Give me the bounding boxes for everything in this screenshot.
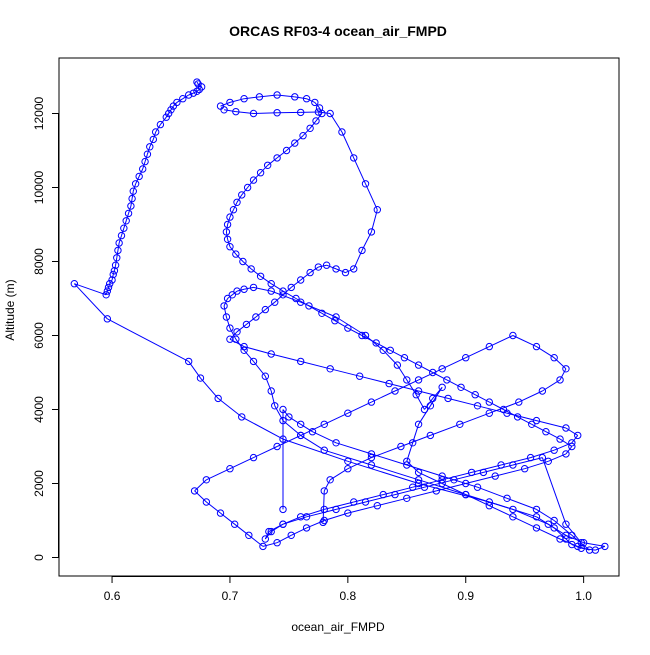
x-tick-label: 0.6 bbox=[104, 589, 121, 603]
x-tick-label: 0.7 bbox=[222, 589, 239, 603]
x-axis-label: ocean_air_FMPD bbox=[291, 620, 385, 634]
y-axis-label: Altitude (m) bbox=[3, 279, 17, 340]
y-tick-label: 10000 bbox=[32, 170, 46, 204]
x-tick-label: 0.8 bbox=[339, 589, 356, 603]
y-tick-label: 4000 bbox=[32, 396, 46, 423]
x-tick-label: 1.0 bbox=[575, 589, 592, 603]
x-tick-label: 0.9 bbox=[457, 589, 474, 603]
chart-title: ORCAS RF03-4 ocean_air_FMPD bbox=[229, 23, 447, 39]
y-tick-label: 6000 bbox=[32, 322, 46, 349]
y-tick-label: 2000 bbox=[32, 470, 46, 497]
y-tick-label: 0 bbox=[32, 554, 46, 561]
y-tick-label: 8000 bbox=[32, 248, 46, 275]
y-tick-label: 12000 bbox=[32, 96, 46, 130]
